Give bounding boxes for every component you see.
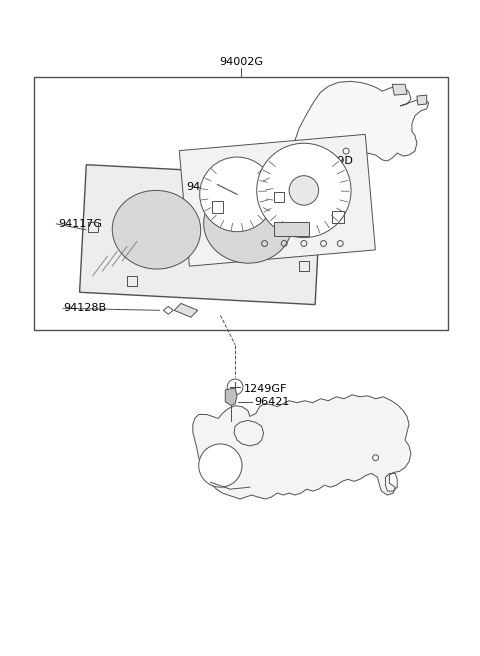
Text: 94002G: 94002G xyxy=(219,56,263,67)
Circle shape xyxy=(257,143,351,237)
Circle shape xyxy=(289,176,319,205)
Text: 1249GF: 1249GF xyxy=(244,384,288,394)
Bar xyxy=(275,192,284,202)
Ellipse shape xyxy=(204,184,292,263)
Text: 94369D: 94369D xyxy=(309,156,353,166)
Polygon shape xyxy=(417,95,427,105)
Circle shape xyxy=(200,157,275,232)
Polygon shape xyxy=(163,306,173,314)
Polygon shape xyxy=(193,395,411,499)
Polygon shape xyxy=(392,85,407,95)
Polygon shape xyxy=(225,388,237,405)
Text: 94128B: 94128B xyxy=(63,303,106,314)
Text: 94370A: 94370A xyxy=(186,182,229,192)
Bar xyxy=(88,222,97,232)
Polygon shape xyxy=(80,165,322,304)
Polygon shape xyxy=(174,304,198,318)
Bar xyxy=(275,222,309,236)
Text: 94117G: 94117G xyxy=(58,219,102,229)
Bar xyxy=(212,201,223,213)
Text: 96421: 96421 xyxy=(254,397,289,407)
Bar xyxy=(332,211,344,223)
Circle shape xyxy=(199,444,242,487)
Ellipse shape xyxy=(112,190,201,269)
Polygon shape xyxy=(292,81,429,161)
Bar xyxy=(127,276,137,286)
Bar xyxy=(34,77,448,330)
Bar xyxy=(299,261,309,271)
Polygon shape xyxy=(180,134,375,266)
Circle shape xyxy=(343,148,349,154)
